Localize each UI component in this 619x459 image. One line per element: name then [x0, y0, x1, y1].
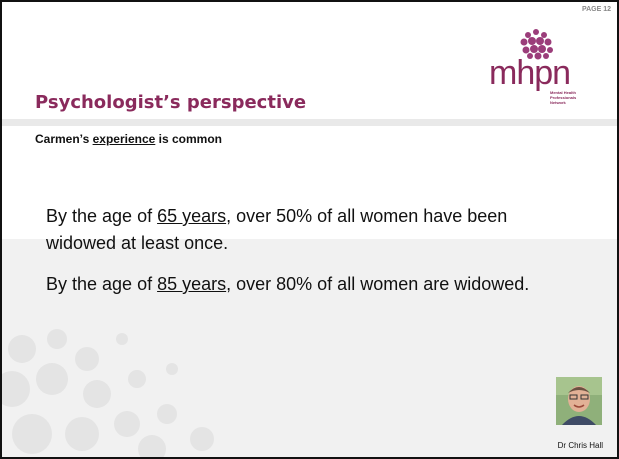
paragraph-text: , over 80% of all women are widowed. [226, 274, 529, 294]
paragraph: By the age of 85 years, over 80% of all … [46, 271, 546, 298]
paragraph-text: By the age of [46, 274, 157, 294]
logo-text: mhpn [489, 54, 570, 93]
subtitle-text: Carmen’s [35, 132, 93, 146]
slide-title: Psychologist’s perspective [35, 92, 306, 113]
subtitle-text: is common [155, 132, 222, 146]
divider-band [2, 119, 617, 126]
presenter-name: Dr Chris Hall [558, 441, 603, 450]
logo-subtitle: Mental Health Professionals Network [550, 90, 576, 105]
logo-subtitle-line: Network [550, 100, 576, 105]
paragraph: By the age of 65 years, over 50% of all … [46, 203, 546, 257]
slide: PAGE 12 Psychologist’s perspective mhpn … [0, 0, 619, 459]
page-number: PAGE 12 [582, 6, 611, 13]
subtitle: Carmen’s experience is common [35, 132, 222, 146]
page: {"header": {"page": "PAGE 12", "title": … [0, 0, 619, 459]
paragraph-emphasis: 85 years [157, 274, 226, 294]
subtitle-emphasis: experience [93, 132, 156, 146]
presenter-photo [556, 377, 602, 425]
paragraph-emphasis: 65 years [157, 206, 226, 226]
paragraph-text: By the age of [46, 206, 157, 226]
